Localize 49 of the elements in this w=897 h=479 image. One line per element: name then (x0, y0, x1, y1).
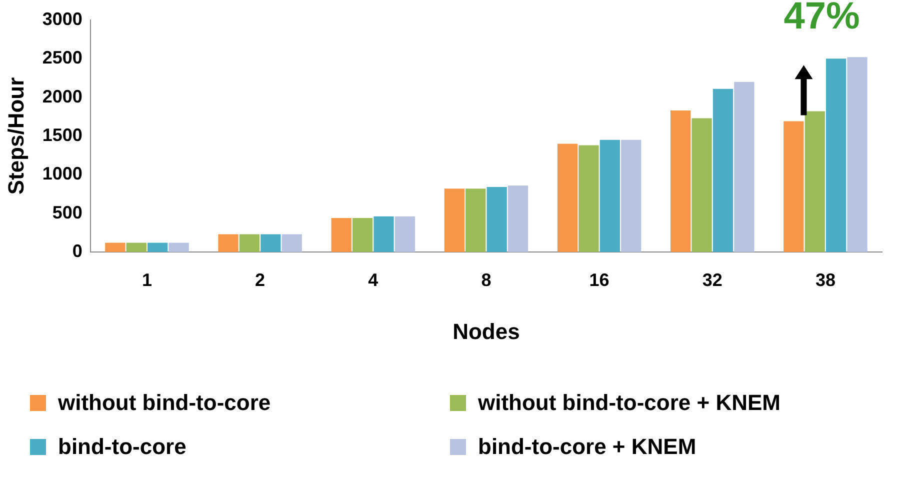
bar (692, 118, 712, 252)
bar (374, 216, 394, 252)
bar (734, 82, 754, 252)
legend-label: without bind-to-core (58, 390, 271, 416)
y-tick-label: 2000 (42, 86, 82, 106)
bar (282, 234, 302, 252)
y-tick-label: 1000 (42, 164, 82, 184)
bar (508, 185, 528, 252)
bar (670, 110, 691, 252)
y-tick-label: 0 (72, 240, 82, 261)
bar (218, 234, 238, 252)
bar (331, 218, 352, 252)
x-tick-label: 8 (481, 270, 492, 290)
bar (105, 242, 126, 252)
x-tick-label: 4 (368, 270, 378, 290)
x-tick-label: 16 (589, 270, 610, 290)
bar (239, 234, 260, 252)
legend-label: bind-to-core (58, 434, 186, 460)
bar (148, 242, 168, 252)
bar (804, 111, 825, 252)
x-tick-label: 38 (815, 270, 836, 290)
bar (260, 234, 281, 252)
bar (126, 242, 146, 252)
bar (352, 218, 373, 252)
x-axis-title: Nodes (452, 318, 520, 344)
y-tick-label: 500 (52, 202, 82, 222)
bar (394, 216, 416, 252)
bar (712, 88, 734, 252)
legend-label: without bind-to-core + KNEM (478, 390, 780, 416)
annotation: 47% (784, 0, 860, 38)
x-tick-label: 1 (142, 270, 152, 290)
x-tick-label: 2 (255, 270, 266, 290)
legend-label: bind-to-core + KNEM (478, 434, 696, 460)
bar (557, 144, 578, 252)
bar (444, 188, 464, 252)
x-tick-label: 32 (702, 270, 722, 290)
bar (466, 188, 486, 252)
bar (826, 58, 846, 252)
y-tick-label: 2500 (42, 48, 82, 68)
y-tick-label: 1500 (42, 124, 82, 145)
bar (168, 242, 189, 252)
y-tick-label: 3000 (42, 8, 82, 29)
bar (621, 140, 642, 252)
bar (486, 187, 507, 252)
bar (600, 140, 620, 252)
bar (578, 145, 599, 252)
bar (784, 121, 804, 252)
bar (847, 57, 868, 252)
y-axis-title: Steps/Hour (3, 76, 28, 195)
